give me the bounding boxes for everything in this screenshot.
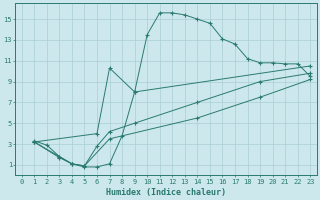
X-axis label: Humidex (Indice chaleur): Humidex (Indice chaleur) bbox=[106, 188, 226, 197]
